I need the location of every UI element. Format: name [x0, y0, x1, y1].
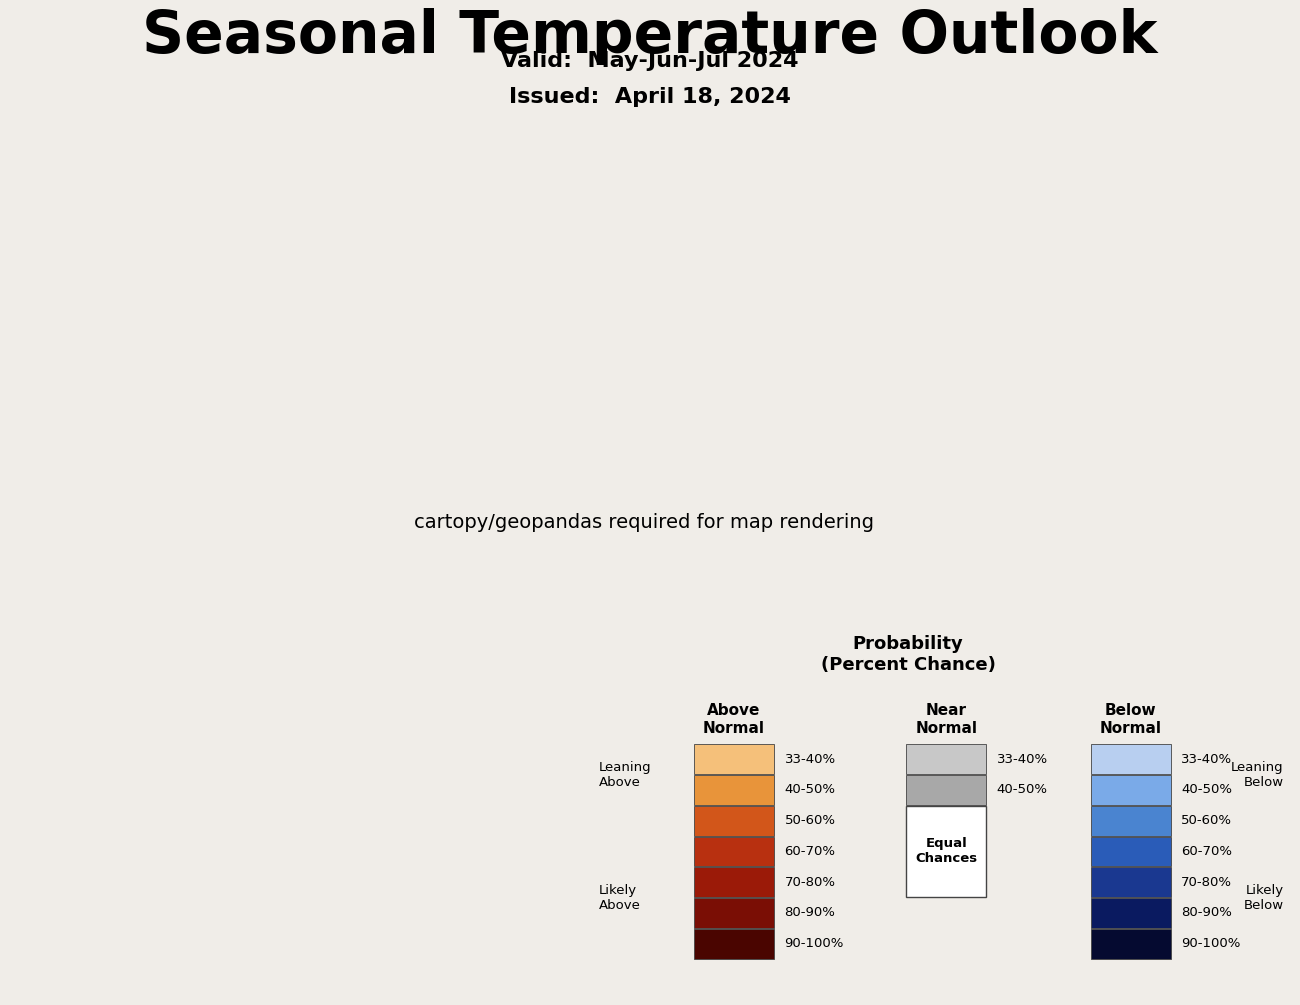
FancyBboxPatch shape	[1091, 867, 1170, 897]
Text: 50-60%: 50-60%	[784, 814, 836, 827]
FancyBboxPatch shape	[1091, 836, 1170, 866]
Text: 40-50%: 40-50%	[784, 784, 836, 796]
Text: Near
Normal: Near Normal	[915, 704, 978, 736]
FancyBboxPatch shape	[694, 867, 774, 897]
Text: Valid:  May-Jun-Jul 2024: Valid: May-Jun-Jul 2024	[502, 51, 798, 71]
Text: Leaning
Above: Leaning Above	[598, 761, 651, 789]
Text: 70-80%: 70-80%	[784, 875, 836, 888]
Text: Probability
(Percent Chance): Probability (Percent Chance)	[820, 635, 996, 673]
FancyBboxPatch shape	[694, 806, 774, 835]
Text: 60-70%: 60-70%	[784, 845, 836, 858]
Text: 90-100%: 90-100%	[1180, 938, 1240, 950]
FancyBboxPatch shape	[906, 806, 987, 897]
FancyBboxPatch shape	[906, 775, 987, 805]
FancyBboxPatch shape	[1091, 745, 1170, 774]
Text: 33-40%: 33-40%	[784, 753, 836, 766]
FancyBboxPatch shape	[1091, 898, 1170, 928]
FancyBboxPatch shape	[694, 775, 774, 805]
Text: 50-60%: 50-60%	[1180, 814, 1232, 827]
Text: cartopy/geopandas required for map rendering: cartopy/geopandas required for map rende…	[413, 514, 874, 532]
Text: Likely
Above: Likely Above	[598, 883, 641, 912]
Text: Seasonal Temperature Outlook: Seasonal Temperature Outlook	[142, 8, 1158, 65]
Text: Equal
Chances: Equal Chances	[915, 837, 978, 865]
FancyBboxPatch shape	[694, 745, 774, 774]
Text: 60-70%: 60-70%	[1180, 845, 1232, 858]
Text: Issued:  April 18, 2024: Issued: April 18, 2024	[510, 87, 790, 108]
FancyBboxPatch shape	[1091, 806, 1170, 835]
FancyBboxPatch shape	[694, 929, 774, 959]
Text: 80-90%: 80-90%	[1180, 907, 1232, 920]
Text: 70-80%: 70-80%	[1180, 875, 1232, 888]
Text: 33-40%: 33-40%	[1180, 753, 1232, 766]
Text: 90-100%: 90-100%	[784, 938, 844, 950]
Text: 40-50%: 40-50%	[997, 784, 1048, 796]
FancyBboxPatch shape	[694, 836, 774, 866]
Text: Above
Normal: Above Normal	[703, 704, 766, 736]
Text: Likely
Below: Likely Below	[1243, 883, 1283, 912]
FancyBboxPatch shape	[906, 745, 987, 774]
FancyBboxPatch shape	[1091, 775, 1170, 805]
FancyBboxPatch shape	[1091, 929, 1170, 959]
Text: Leaning
Below: Leaning Below	[1231, 761, 1283, 789]
Text: 80-90%: 80-90%	[784, 907, 836, 920]
Text: Below
Normal: Below Normal	[1100, 704, 1161, 736]
Text: 33-40%: 33-40%	[997, 753, 1048, 766]
Text: 40-50%: 40-50%	[1180, 784, 1232, 796]
FancyBboxPatch shape	[694, 898, 774, 928]
